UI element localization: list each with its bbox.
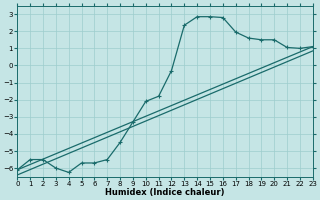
X-axis label: Humidex (Indice chaleur): Humidex (Indice chaleur) xyxy=(105,188,225,197)
